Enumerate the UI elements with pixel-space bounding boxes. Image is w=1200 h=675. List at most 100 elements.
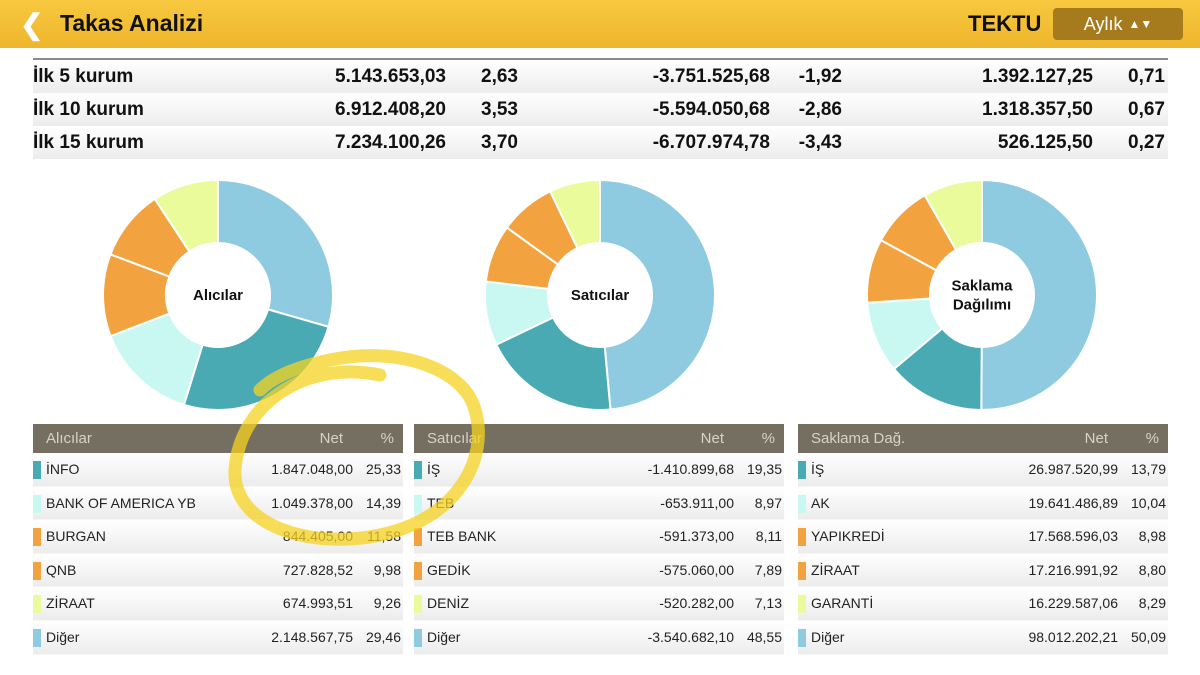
- color-swatch: [33, 561, 41, 580]
- row-name: İŞ: [811, 461, 825, 477]
- row-net: 17.568.596,03: [1028, 528, 1118, 545]
- donut-hole: [548, 243, 652, 347]
- table-row[interactable]: YAPIKREDİ 17.568.596,03 8,98: [798, 520, 1168, 554]
- header-pct: %: [380, 430, 394, 447]
- row-name: ZİRAAT: [46, 595, 95, 612]
- header-name: Alıcılar: [46, 430, 92, 447]
- table-row[interactable]: GARANTİ 16.229.587,06 8,29: [798, 587, 1168, 621]
- table-row[interactable]: Diğer 2.148.567,75 29,46: [33, 620, 403, 655]
- custody-table: Saklama Dağ. Net% İŞ 26.987.520,99 13,79 AK 19…: [798, 424, 1168, 655]
- row-name: GARANTİ: [811, 595, 874, 612]
- row-name: BANK OF AMERICA YB: [46, 494, 196, 511]
- table-row[interactable]: TEB BANK -591.373,00 8,11: [414, 520, 784, 554]
- row-net: -3.540.682,10: [647, 628, 734, 645]
- table-row[interactable]: İŞ 26.987.520,99 13,79: [798, 453, 1168, 487]
- sellers-donut-chart: Satıcılar: [484, 178, 716, 411]
- row-pct: 9,98: [373, 561, 401, 578]
- row-net: 2.148.567,75: [271, 628, 353, 645]
- chart-title: Satıcılar: [571, 287, 630, 304]
- row-pct: 10,04: [1130, 494, 1166, 511]
- row-name: YAPIKREDİ: [811, 528, 885, 545]
- summary-row: İlk 15 kurum 7.234.100,26 3,70 -6.707.974,7…: [33, 126, 1168, 159]
- table-row[interactable]: QNB 727.828,52 9,98: [33, 553, 403, 588]
- row-name: İŞ: [427, 461, 441, 477]
- row-net: 1.847.048,00: [271, 461, 353, 477]
- summary-sell-pct: -1,92: [798, 66, 842, 87]
- row-net: 844.405,00: [282, 528, 353, 545]
- row-pct: 8,11: [755, 528, 782, 545]
- table-row[interactable]: GEDİK -575.060,00 7,89: [414, 553, 784, 588]
- table-row[interactable]: BURGAN 844.405,00 11,58: [33, 520, 403, 554]
- row-pct: 13,79: [1130, 461, 1166, 477]
- summary-buy: 6.912.408,20: [335, 99, 446, 120]
- row-pct: 29,46: [365, 628, 401, 645]
- row-pct: 8,29: [1138, 595, 1166, 612]
- row-name: GEDİK: [427, 561, 471, 578]
- summary-net: 1.392.127,25: [982, 66, 1093, 87]
- top-bar: ❮ Takas Analizi TEKTU Aylık ▲▼: [0, 0, 1200, 48]
- donut-hole: [930, 243, 1034, 347]
- back-chevron-icon[interactable]: ❮: [20, 9, 44, 40]
- row-net: 16.229.587,06: [1028, 595, 1118, 612]
- summary-sell: -5.594.050,68: [652, 99, 770, 120]
- summary-label: İlk 5 kurum: [33, 66, 134, 87]
- header-name: Satıcılar: [427, 430, 483, 447]
- summary-label: İlk 15 kurum: [33, 132, 144, 153]
- table-row[interactable]: Diğer -3.540.682,10 48,55: [414, 620, 784, 655]
- summary-label: İlk 10 kurum: [33, 99, 144, 120]
- row-pct: 48,55: [746, 628, 782, 645]
- color-swatch: [798, 561, 806, 580]
- table-row[interactable]: AK 19.641.486,89 10,04: [798, 486, 1168, 521]
- row-pct: 11,58: [367, 528, 401, 545]
- row-name: Diğer: [427, 628, 461, 645]
- row-name: Diğer: [811, 628, 845, 645]
- row-name: DENİZ: [427, 595, 469, 612]
- row-pct: 8,80: [1138, 561, 1166, 578]
- table-row[interactable]: İNFO 1.847.048,00 25,33: [33, 453, 403, 487]
- row-net: 17.216.991,92: [1028, 561, 1118, 578]
- row-name: ZİRAAT: [811, 561, 860, 578]
- period-selector[interactable]: Aylık ▲▼: [1053, 8, 1183, 40]
- chart-title-line: Satıcılar: [571, 287, 630, 304]
- table-row[interactable]: DENİZ -520.282,00 7,13: [414, 587, 784, 621]
- stock-symbol: TEKTU: [968, 11, 1042, 36]
- color-swatch: [414, 528, 422, 547]
- summary-buy-pct: 3,70: [481, 132, 518, 153]
- summary-net-pct: 0,71: [1128, 66, 1165, 87]
- color-swatch: [33, 461, 41, 479]
- color-swatch: [798, 528, 806, 547]
- color-swatch: [414, 494, 422, 513]
- row-pct: 7,89: [754, 561, 782, 578]
- sellers-table: Satıcılar Net% İŞ -1.410.899,68 19,35 TEB -653…: [414, 424, 784, 655]
- table-row[interactable]: TEB -653.911,00 8,97: [414, 486, 784, 521]
- custody-donut-chart: Saklama Dağılımı: [866, 178, 1098, 412]
- color-swatch: [414, 628, 422, 647]
- summary-buy: 5.143.653,03: [335, 66, 446, 87]
- color-swatch: [33, 494, 41, 513]
- row-net: 26.987.520,99: [1028, 461, 1118, 477]
- row-pct: 50,09: [1130, 628, 1166, 645]
- table-header: Saklama Dağ. Net%: [798, 424, 1168, 453]
- chart-title: Alıcılar: [193, 287, 243, 304]
- summary-net: 526.125,50: [997, 132, 1093, 153]
- buyers-donut-chart: Alıcılar: [102, 178, 334, 411]
- table-row[interactable]: ZİRAAT 674.993,51 9,26: [33, 587, 403, 621]
- row-name: İNFO: [46, 461, 80, 477]
- header-name: Saklama Dağ.: [811, 430, 906, 447]
- row-pct: 25,33: [365, 461, 401, 477]
- table-row[interactable]: ZİRAAT 17.216.991,92 8,80: [798, 553, 1168, 588]
- row-net: 727.828,52: [282, 561, 353, 578]
- summary-net-pct: 0,27: [1128, 132, 1165, 153]
- sort-arrows-icon: ▲▼: [1128, 17, 1153, 31]
- color-swatch: [798, 461, 806, 479]
- summary-table: İlk 5 kurum 5.143.653,03 2,63 -3.751.525,68…: [33, 58, 1168, 159]
- row-net: -653.911,00: [660, 494, 734, 511]
- table-row[interactable]: İŞ -1.410.899,68 19,35: [414, 453, 784, 487]
- color-swatch: [414, 595, 422, 614]
- donut-hole: [166, 243, 270, 347]
- color-swatch: [414, 461, 422, 479]
- row-name: TEB BANK: [427, 528, 497, 545]
- summary-sell-pct: -2,86: [798, 99, 842, 120]
- table-row[interactable]: Diğer 98.012.202,21 50,09: [798, 620, 1168, 655]
- table-row[interactable]: BANK OF AMERICA YB 1.049.378,00 14,39: [33, 486, 403, 521]
